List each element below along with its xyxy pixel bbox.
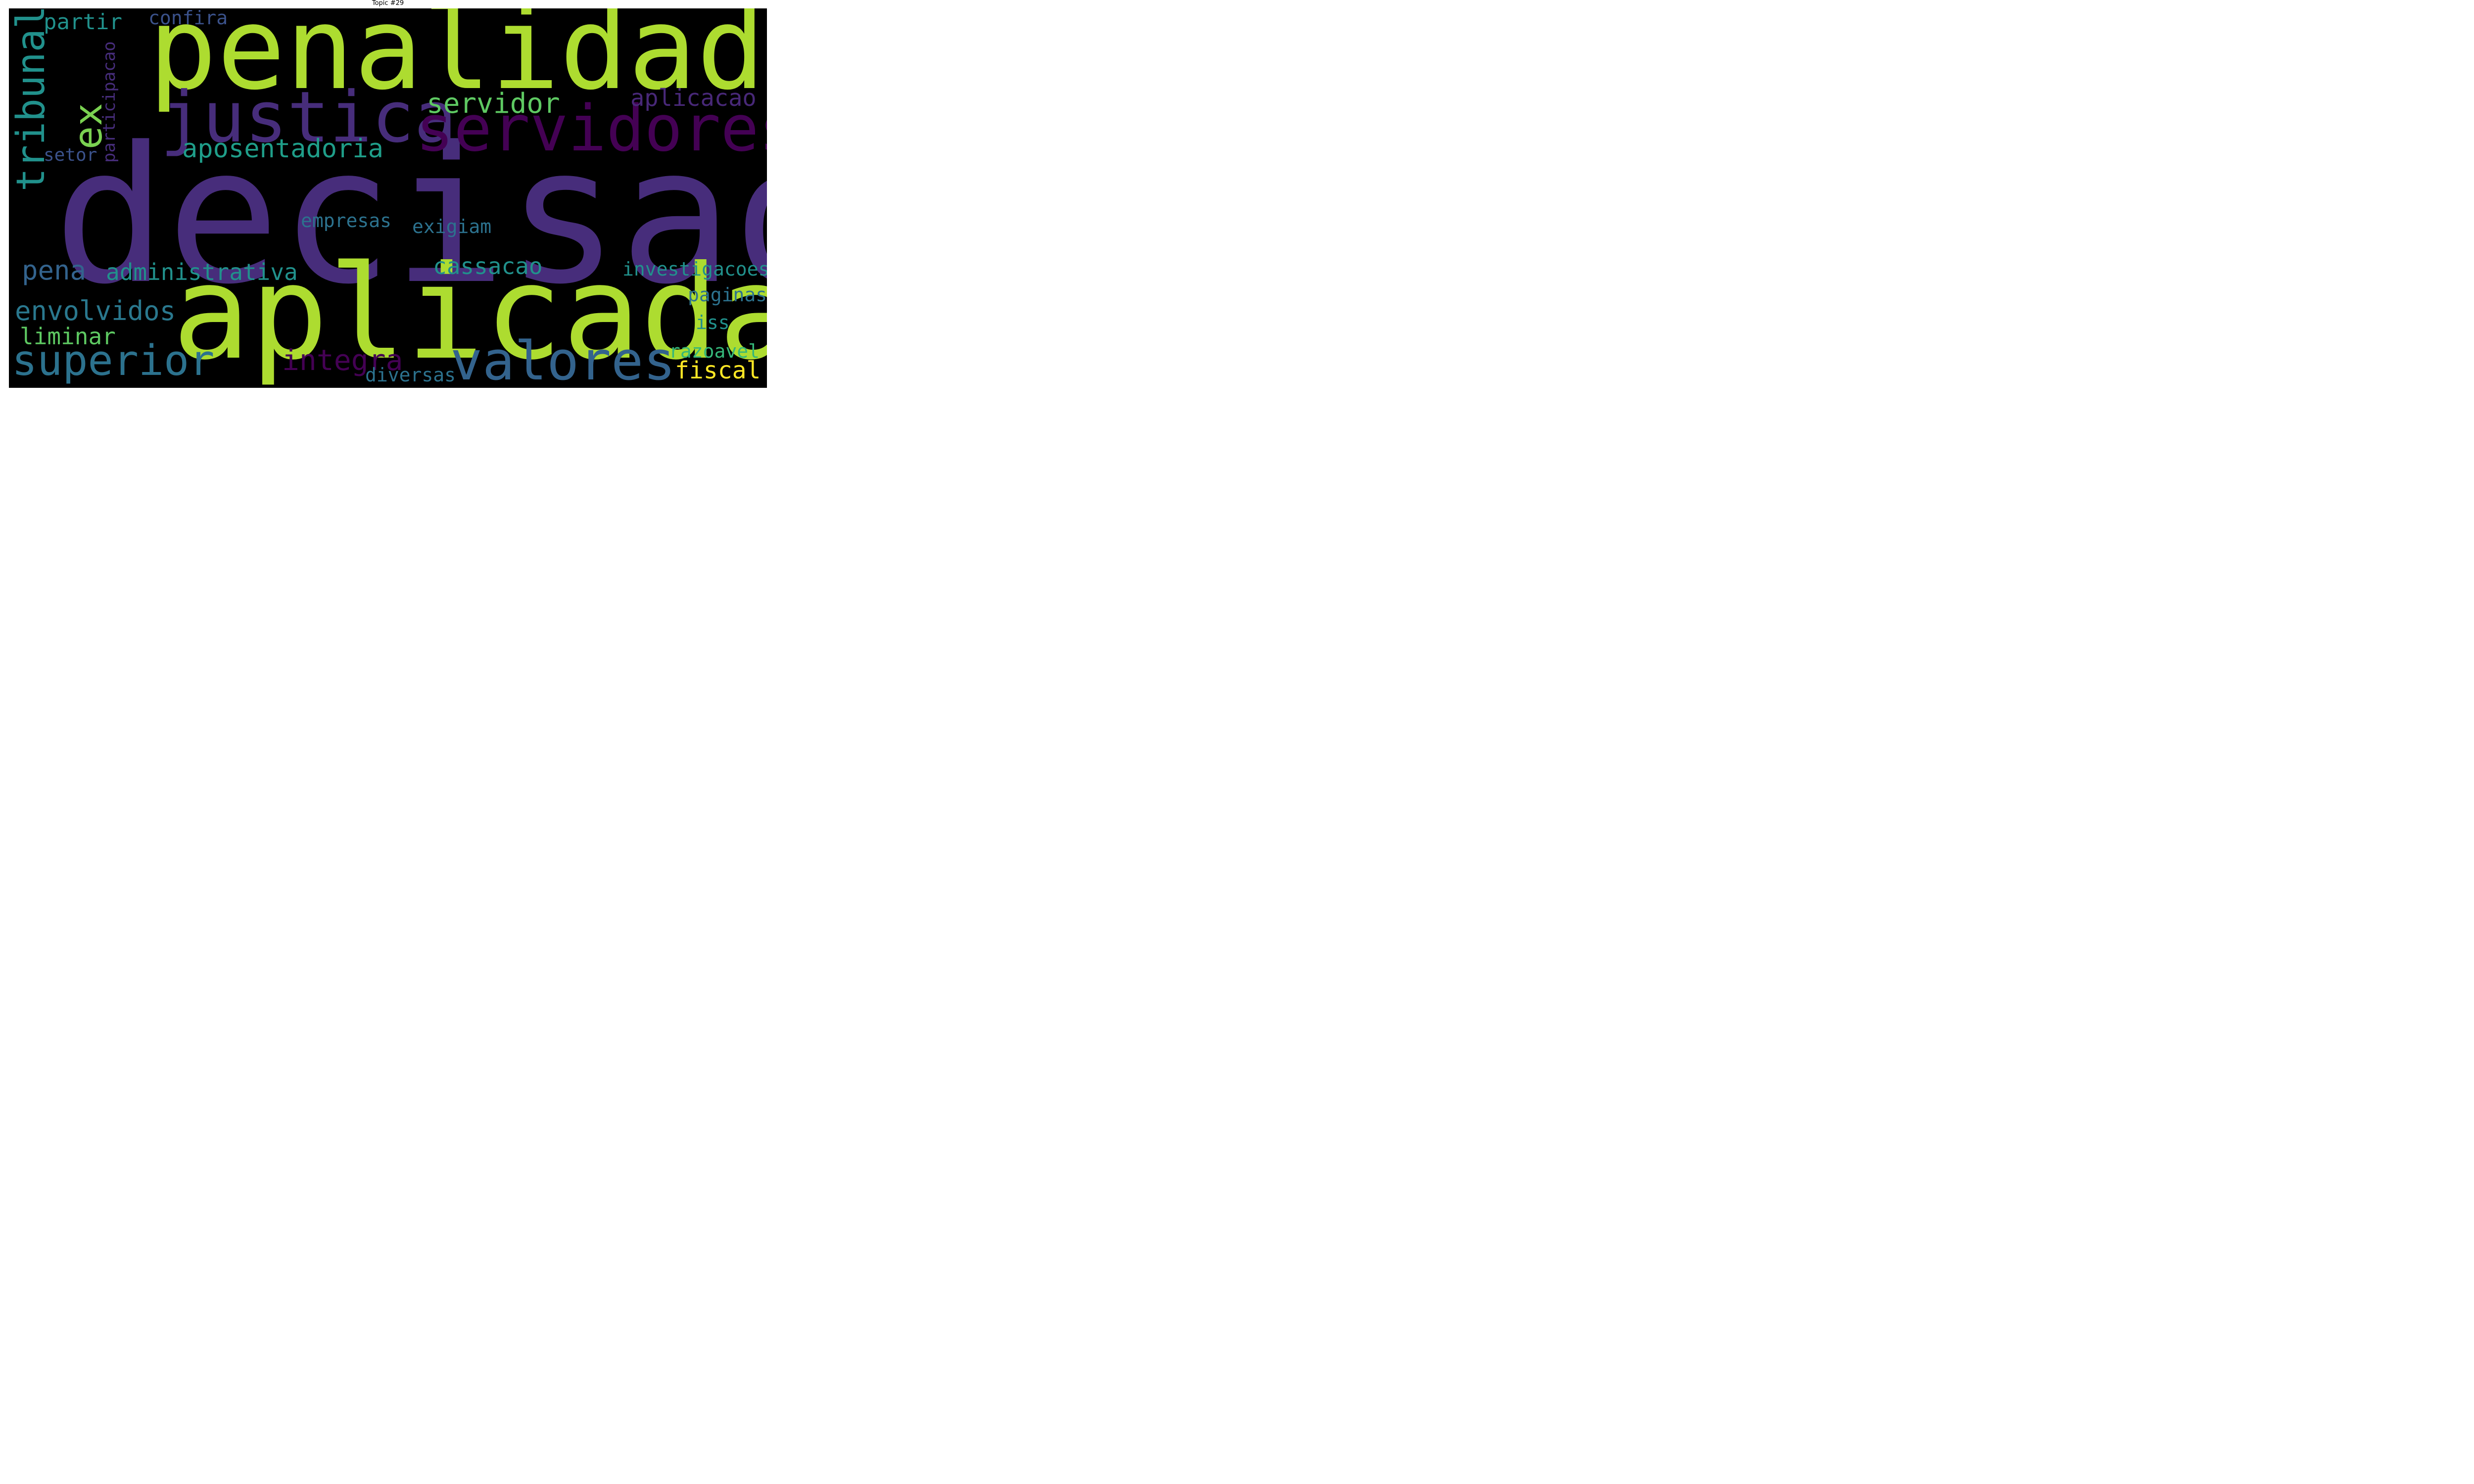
word-investigacoes: investigacoes xyxy=(622,258,767,280)
word-decisao: decisao xyxy=(53,106,767,325)
word-exigiam: exigiam xyxy=(412,216,492,237)
word-participacao: participacao xyxy=(99,41,119,163)
word-setor: setor xyxy=(44,145,97,165)
word-justica: justica xyxy=(160,77,457,158)
word-partir: partir xyxy=(44,9,122,35)
word-diversas: diversas xyxy=(365,364,456,386)
word-liminar: liminar xyxy=(20,323,116,350)
word-valores: valores xyxy=(450,330,676,388)
word-razoavel: razoavel xyxy=(669,340,760,362)
word-servidor: servidor xyxy=(427,88,560,120)
word-integra: integra xyxy=(282,343,403,377)
word-cassacao: cassacao xyxy=(433,253,543,279)
word-aplicada: aplicada xyxy=(172,237,767,388)
word-empresas: empresas xyxy=(301,210,392,232)
word-paginas: paginas xyxy=(688,284,767,306)
word-envolvidos: envolvidos xyxy=(15,295,176,326)
word-penalidade: penalidade xyxy=(148,8,767,115)
word-administrativa: administrativa xyxy=(106,259,298,285)
word-pena: pena xyxy=(22,255,87,286)
word-servidores: servidores xyxy=(416,92,767,166)
word-fiscal: fiscal xyxy=(675,357,761,384)
word-superior: superior xyxy=(12,336,215,385)
word-aplicacao: aplicacao xyxy=(630,85,757,112)
word-cloud: decisao penalidade aplicada justica serv… xyxy=(9,8,767,388)
word-aposentadoria: aposentadoria xyxy=(182,134,383,164)
word-confira: confira xyxy=(148,8,228,29)
word-iss: iss xyxy=(696,312,730,333)
chart-title: Topic #29 xyxy=(372,0,404,7)
